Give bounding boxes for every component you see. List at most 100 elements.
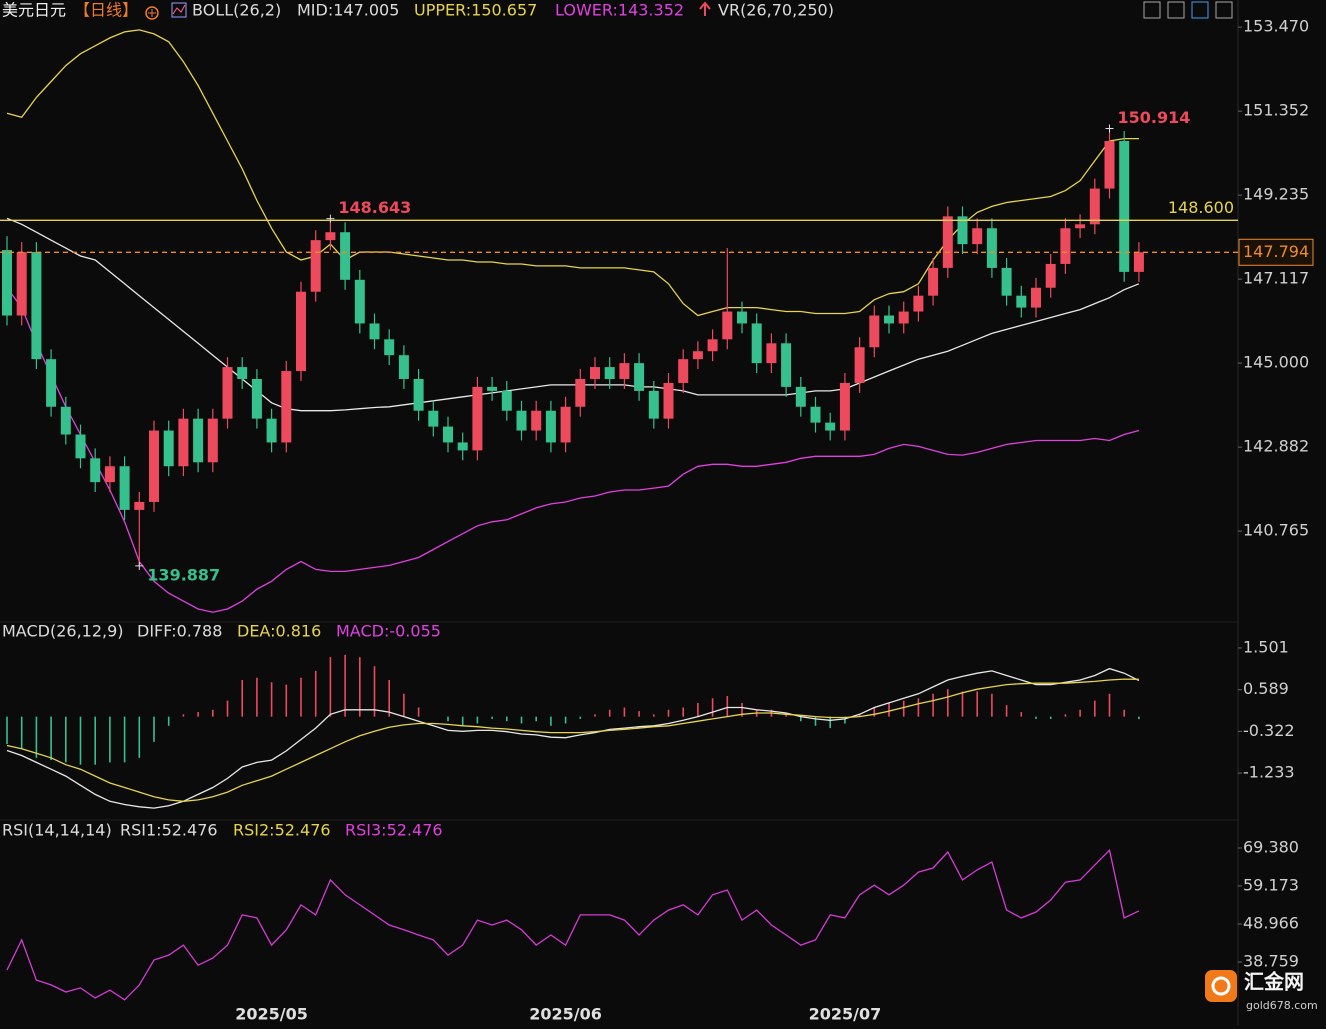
candle-body [751,323,762,364]
candle-body [898,311,909,324]
add-icon[interactable] [145,6,159,20]
watermark-brand: 汇金网 [1244,970,1304,994]
candle-body [119,466,130,510]
indicator-label: RSI2:52.476 [233,821,331,840]
candle-body [163,430,174,467]
price-box-label: 147.794 [1243,242,1309,261]
watermark: 汇金网 gold678.com [1205,970,1318,1012]
indicator-label: DIFF:0.788 [137,622,222,641]
candle-body [590,367,600,379]
candle-body [737,311,747,324]
candle-body [1075,224,1086,229]
candle-body [178,418,189,467]
tool-button[interactable] [1167,1,1185,19]
y-tick-label: 149.235 [1243,185,1309,204]
watermark-logo [1205,970,1237,1002]
indicator-label: LOWER:143.352 [555,1,684,20]
candle-body [560,406,571,443]
candle-body [310,240,321,292]
indicator-line [6,287,1140,613]
indicator-line [6,848,1140,1001]
candle-body [31,252,42,360]
tool-button[interactable] [1215,1,1233,19]
candle-body [443,426,453,443]
candle-body [942,216,953,268]
indicator-label: BOLL(26,2) [192,1,281,20]
watermark-site: gold678.com [1246,999,1318,1012]
instrument-title: 美元日元 [2,1,66,20]
candle-body [957,216,968,245]
y-tick-label: 153.470 [1243,17,1309,36]
candle-body [428,410,439,427]
y-tick-label: 145.000 [1243,353,1309,372]
y-tick-label: 0.589 [1243,679,1289,698]
y-tick-label: 151.352 [1243,101,1309,120]
indicator-line [6,678,1139,802]
indicator-line [6,217,1140,412]
switch-icon[interactable] [699,1,711,16]
candle-body [472,386,483,451]
candle-body [634,363,645,391]
candle-body [1133,252,1144,272]
extreme-marker [1105,124,1114,133]
y-tick-label: 147.117 [1243,269,1309,288]
candle-body [251,378,262,419]
candle-body [986,228,997,268]
candle-body [619,363,630,379]
extreme-label: 139.887 [147,565,220,584]
indicator-line [6,667,1140,809]
candle-body [16,252,27,316]
indicator-label: RSI(14,14,14) [2,821,112,840]
candle-body [516,410,527,431]
period-label: 【日线】 [74,1,138,20]
candle-body [1016,295,1027,308]
candle-body [1104,140,1115,189]
extreme-marker [326,214,335,223]
candle-body [707,339,718,352]
candle-body [825,422,836,431]
indicator-icon[interactable] [171,2,187,18]
candle-body [810,406,821,423]
candle-body [545,410,556,443]
candle-body [207,418,218,463]
y-tick-label: 142.882 [1243,437,1309,456]
candle-body [766,343,777,364]
extreme-marker [135,561,144,570]
candle-body [1031,287,1041,308]
y-tick-label: -0.322 [1243,721,1295,740]
y-tick-label: 59.173 [1243,876,1299,895]
candle-body [1001,267,1012,296]
indicator-label: RSI1:52.476 [120,821,218,840]
candle-body [413,378,424,411]
candle-body [193,418,204,463]
tool-button[interactable] [1191,1,1209,19]
candle-body [237,367,248,379]
candle-body [296,291,306,372]
indicator-label: DEA:0.816 [237,622,321,641]
candle-body [2,250,12,316]
candle-body [884,315,894,324]
candle-body [722,311,733,340]
x-tick-label: 2025/07 [809,1005,882,1024]
candle-body [692,351,703,360]
candle-body [281,371,292,443]
indicator-label: RSI3:52.476 [345,821,443,840]
candle-body [457,442,468,451]
candle-body [1045,263,1056,288]
y-tick-label: 48.966 [1243,913,1299,932]
extreme-label: 148.643 [338,198,411,217]
candle-body [46,359,57,407]
candle-body [501,390,512,411]
candle-body [839,382,850,431]
tool-button[interactable] [1143,1,1161,19]
candle-body [575,378,586,407]
candle-body [325,232,336,241]
candle-body [90,458,101,483]
candle-body [340,232,351,280]
candle-body [1119,140,1130,272]
y-tick-label: 38.759 [1243,951,1299,970]
candle-body [678,359,689,383]
watermark-logo-ring [1211,976,1231,996]
candle-body [972,228,983,245]
